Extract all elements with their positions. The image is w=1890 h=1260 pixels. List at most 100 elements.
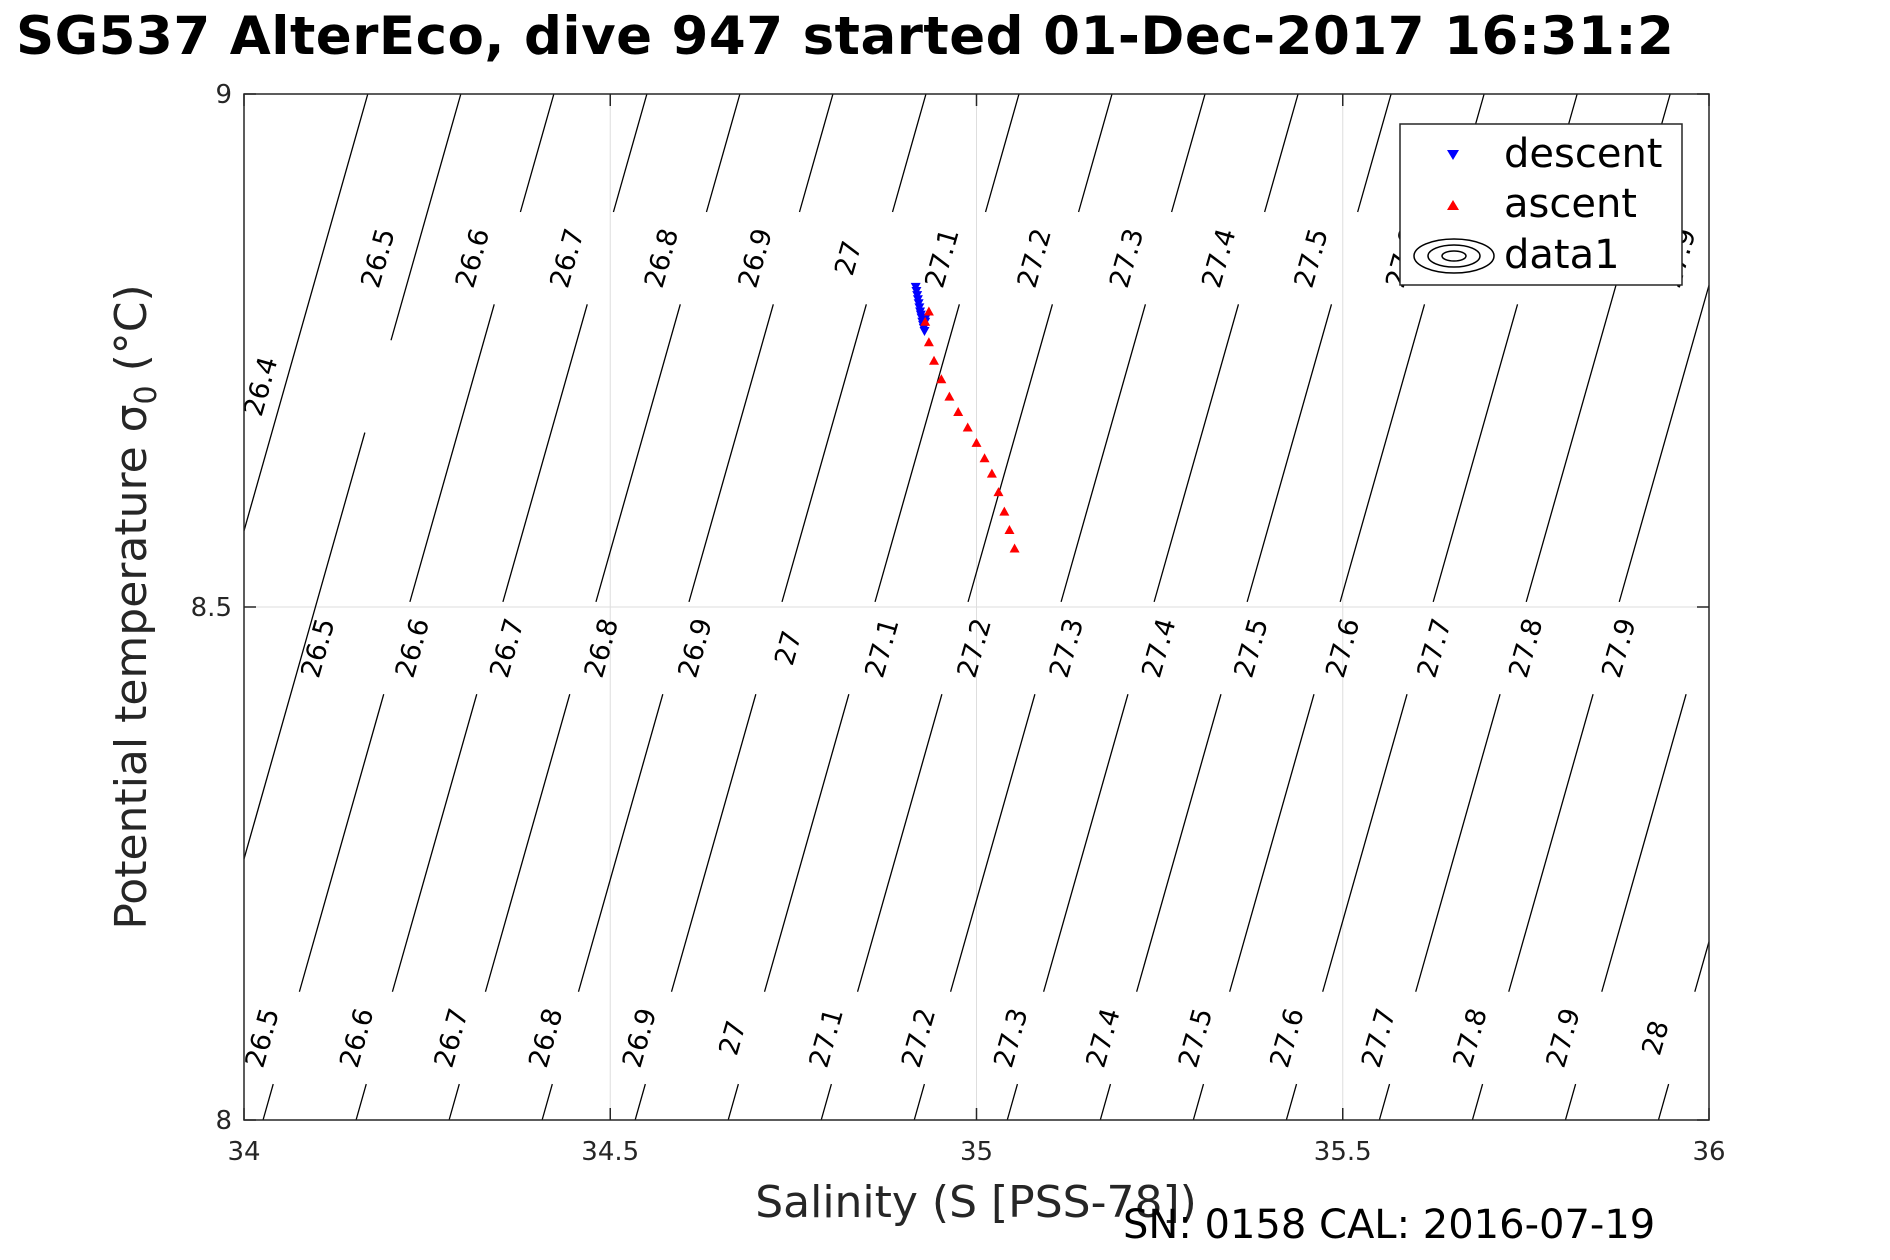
isopycnal-line <box>243 93 369 531</box>
y-tick-label: 8.5 <box>191 593 232 623</box>
x-axis-label: Salinity (S [PSS-78]) <box>755 1177 1197 1228</box>
y-tick-label: 8 <box>215 1106 232 1136</box>
legend-descent-marker <box>1447 150 1459 160</box>
isopycnal-line <box>1285 1083 1298 1121</box>
legend-data1-label: data1 <box>1504 232 1620 278</box>
isopycnal-line <box>519 93 555 213</box>
isopycnal-line <box>541 1083 553 1121</box>
isopycnal-line <box>1415 694 1501 992</box>
isopycnal-line <box>705 93 741 213</box>
y-axis-label: Potential temperature σ0 (°C) <box>106 284 164 929</box>
isopycnal-line <box>1339 304 1426 603</box>
isopycnal-line <box>1357 93 1392 213</box>
isopycnal-line <box>727 1083 739 1121</box>
isopycnal-line <box>967 304 1054 603</box>
isopycnal-line <box>1322 694 1408 992</box>
isopycnal-line <box>1378 1083 1391 1121</box>
isopycnal-line <box>298 694 385 992</box>
chart-title: SG537 AlterEco, dive 947 started 01-Dec-… <box>16 6 1675 67</box>
isopycnal-line <box>856 694 943 992</box>
isopycnal-line <box>1060 304 1147 603</box>
y-axis-label-unit: (°C) <box>106 284 157 385</box>
x-tick-label: 35.5 <box>1314 1137 1372 1167</box>
legend-data1-contour-icon <box>1413 238 1495 274</box>
x-tick-label: 36 <box>1692 1137 1725 1167</box>
x-tick-label: 34 <box>227 1137 260 1167</box>
ascent-point <box>1009 543 1020 553</box>
y-axis-label-main: Potential temperature σ <box>106 404 157 929</box>
legend-ascent-label: ascent <box>1504 181 1637 227</box>
isopycnal-line <box>577 694 664 992</box>
descent-point <box>919 327 930 337</box>
ascent-point <box>979 453 990 463</box>
isopycnal-line <box>798 93 834 213</box>
ascent-point <box>953 407 964 417</box>
ascent-point <box>993 487 1004 497</box>
x-tick-label: 34.5 <box>581 1137 639 1167</box>
isopycnal-line <box>1077 93 1113 213</box>
isopycnal-line <box>1618 285 1710 603</box>
legend[interactable]: descent ascent data1 <box>1399 123 1683 286</box>
isopycnal-line <box>1136 694 1222 992</box>
isopycnal-line <box>634 1083 646 1121</box>
isopycnal-line <box>891 93 927 213</box>
x-tick-label: 35 <box>960 1137 993 1167</box>
isopycnal-line <box>1471 1083 1484 1121</box>
isopycnal-line <box>448 1083 460 1121</box>
isopycnal-line <box>1432 304 1519 603</box>
legend-box <box>1399 123 1683 286</box>
isopycnal-line <box>1263 93 1299 213</box>
ascent-point <box>999 506 1010 516</box>
isopycnal-line <box>1099 1083 1112 1121</box>
isopycnal-line <box>949 694 1036 992</box>
isopycnal-line <box>262 1083 274 1121</box>
ascent-point <box>962 422 973 432</box>
serial-calibration-note: SN: 0158 CAL: 2016-07-19 <box>1123 1202 1656 1248</box>
isopycnal-line <box>1153 304 1240 603</box>
isopycnal-line <box>1657 1083 1670 1121</box>
isopycnal-line <box>1042 694 1129 992</box>
isopycnal-line <box>1192 1083 1205 1121</box>
isopycnal-line <box>409 304 495 603</box>
legend-ascent-marker <box>1447 200 1459 210</box>
y-axis-label-text: Potential temperature σ0 (°C) <box>106 284 164 929</box>
ascent-point <box>923 306 934 316</box>
grid-lines <box>244 94 1709 1120</box>
isopycnal-line <box>502 304 588 603</box>
ascent-point <box>923 337 934 347</box>
isopycnal-line <box>781 304 867 603</box>
isopycnal-line <box>1170 93 1206 213</box>
ascent-point <box>1004 525 1015 535</box>
isopycnal-line <box>913 1083 926 1121</box>
isopycnal-line <box>390 93 462 341</box>
ascent-point <box>920 316 931 326</box>
isopycnal-line <box>1508 694 1594 992</box>
data-points <box>910 282 1020 553</box>
isopycnal-line <box>1601 694 1687 992</box>
y-axis-ticks: 88.59 <box>191 80 1709 1136</box>
ascent-point <box>971 437 982 447</box>
isopycnal-line <box>1229 694 1315 992</box>
ascent-point <box>986 468 997 478</box>
y-axis-label-subscript: 0 <box>129 385 164 404</box>
isopycnal-line <box>688 304 774 603</box>
ascent-point <box>944 391 955 401</box>
isopycnal-line <box>820 1083 833 1121</box>
isopycnal-line <box>763 694 850 992</box>
isopycnal-line <box>874 304 960 603</box>
ascent-point <box>929 355 940 365</box>
isopycnal-line <box>243 432 366 860</box>
isopycnal-line <box>612 93 648 213</box>
y-tick-label: 9 <box>215 80 232 110</box>
isopycnal-line <box>670 694 757 992</box>
isopycnal-line <box>1006 1083 1019 1121</box>
isopycnal-line <box>391 694 478 992</box>
legend-descent-label: descent <box>1504 131 1662 177</box>
x-axis-ticks: 34 34.5 35 35.5 36 <box>227 94 1726 1167</box>
ascent-point <box>936 374 947 384</box>
isopycnal-line <box>1694 941 1710 992</box>
isopycnal-line <box>984 93 1020 213</box>
isopycnal-line <box>1564 1083 1577 1121</box>
isopycnal-line <box>1246 304 1333 603</box>
